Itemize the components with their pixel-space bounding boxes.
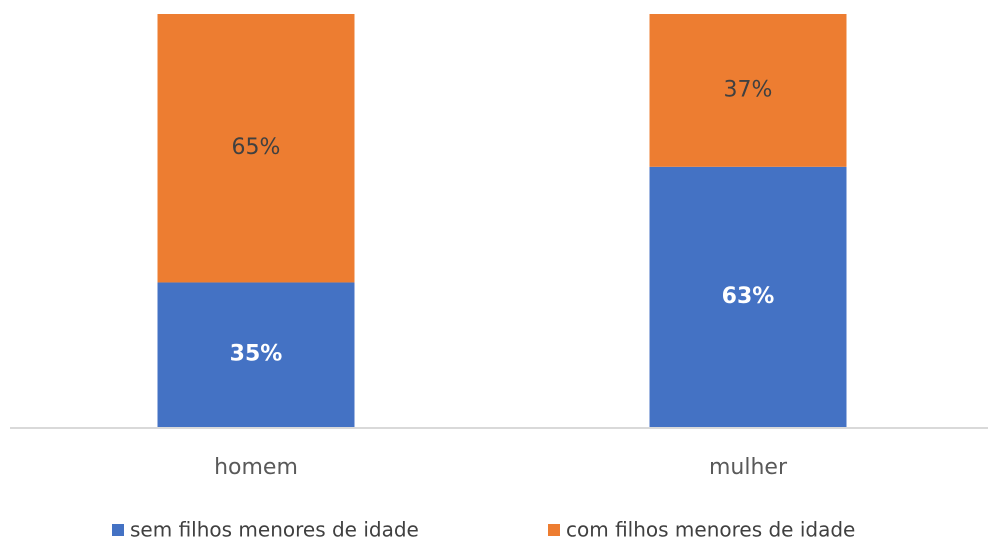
legend-swatch	[548, 524, 560, 536]
x-tick-label: mulher	[709, 455, 788, 480]
legend-label: com filhos menores de idade	[566, 518, 855, 542]
bar-segment	[649, 14, 847, 167]
x-tick-label: homem	[214, 455, 298, 480]
data-label: 37%	[724, 77, 773, 102]
bar-segment	[649, 166, 847, 427]
data-label: 63%	[722, 284, 775, 309]
bar-segment	[157, 282, 355, 427]
data-label: 65%	[232, 135, 281, 160]
legend-swatch	[112, 524, 124, 536]
legend-label: sem filhos menores de idade	[130, 518, 419, 542]
bar-segment	[157, 14, 355, 283]
data-label: 35%	[230, 342, 283, 367]
